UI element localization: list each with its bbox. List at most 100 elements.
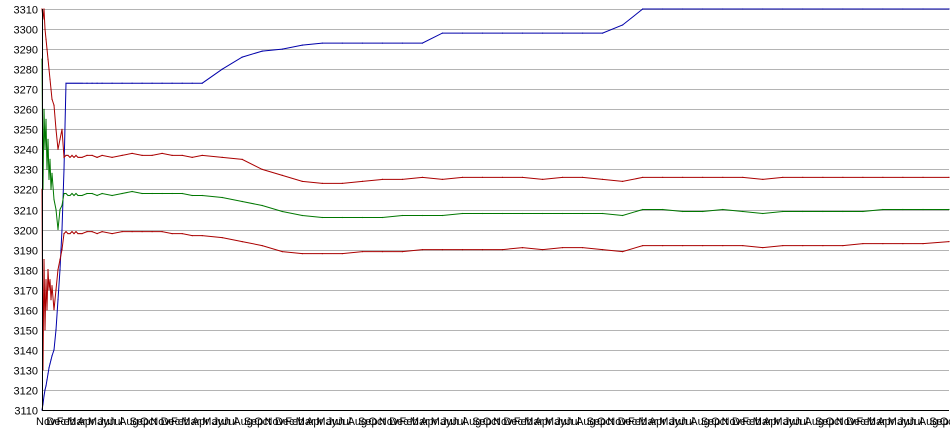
data-point-s2-58 bbox=[582, 212, 584, 215]
data-point-s1-4 bbox=[45, 38, 47, 40]
x-tick-label: Nov bbox=[265, 416, 285, 428]
data-point-s3-55 bbox=[521, 247, 524, 249]
data-point-s0-25 bbox=[81, 82, 83, 84]
data-point-s0-63 bbox=[682, 8, 684, 10]
data-point-s2-23 bbox=[77, 194, 79, 197]
x-tick-label: Mar bbox=[867, 416, 886, 428]
data-point-s2-64 bbox=[702, 210, 704, 213]
y-tick-label: 3170 bbox=[14, 286, 38, 298]
data-point-s2-57 bbox=[562, 212, 564, 215]
data-point-s3-32 bbox=[131, 231, 133, 233]
data-point-s2-63 bbox=[682, 210, 684, 213]
data-point-s2-32 bbox=[131, 190, 133, 193]
series-layer bbox=[41, 8, 950, 411]
data-point-s2-18 bbox=[67, 194, 69, 197]
data-point-s3-35 bbox=[161, 231, 163, 233]
series-line-3 bbox=[41, 189, 950, 370]
y-tick-label: 3310 bbox=[14, 5, 38, 17]
data-point-s0-35 bbox=[161, 82, 163, 84]
data-point-s2-8 bbox=[49, 158, 51, 160]
y-tick-label: 3280 bbox=[14, 65, 38, 77]
data-point-s2-74 bbox=[902, 208, 904, 211]
x-tick-label: May bbox=[431, 416, 452, 428]
data-point-s0-12 bbox=[55, 329, 57, 331]
data-point-s1-63 bbox=[682, 176, 684, 178]
data-point-s2-27 bbox=[91, 192, 93, 195]
data-point-s3-4 bbox=[45, 279, 47, 281]
data-point-s1-46 bbox=[341, 182, 343, 184]
data-point-s2-28 bbox=[96, 194, 98, 197]
data-point-s2-76 bbox=[948, 208, 950, 211]
data-point-s1-60 bbox=[622, 180, 624, 182]
data-point-s2-69 bbox=[802, 210, 804, 213]
x-tick-label: May bbox=[316, 416, 337, 428]
data-point-s1-40 bbox=[221, 156, 223, 158]
y-tick-label: 3110 bbox=[14, 406, 38, 418]
data-point-s2-22 bbox=[75, 192, 77, 195]
x-tick-label: May bbox=[545, 416, 566, 428]
data-point-s3-38 bbox=[191, 235, 193, 237]
data-point-s2-33 bbox=[141, 192, 143, 195]
x-tick-label: Jun bbox=[213, 416, 231, 428]
data-point-s0-52 bbox=[461, 32, 464, 34]
data-point-s1-56 bbox=[542, 178, 544, 180]
x-tick-label: Apr bbox=[649, 416, 666, 428]
x-tick-label: Mar bbox=[296, 416, 315, 428]
data-point-s1-21 bbox=[73, 156, 75, 158]
x-tick-label: Dec bbox=[161, 416, 181, 428]
x-tick-label: Dec bbox=[46, 416, 66, 428]
data-point-s1-59 bbox=[602, 178, 604, 180]
data-point-s3-76 bbox=[948, 241, 950, 243]
data-point-s2-47 bbox=[361, 216, 363, 219]
y-tick-label: 3120 bbox=[14, 386, 38, 398]
data-point-s3-69 bbox=[802, 245, 804, 247]
data-point-s3-64 bbox=[702, 245, 704, 247]
x-tick-label: Dec bbox=[503, 416, 523, 428]
x-tick-label: Feb bbox=[628, 416, 647, 428]
data-point-s2-68 bbox=[782, 210, 784, 213]
data-point-s1-8 bbox=[49, 78, 51, 80]
data-point-s3-60 bbox=[622, 251, 624, 253]
data-point-s0-7 bbox=[48, 367, 50, 369]
data-point-s2-34 bbox=[151, 192, 153, 195]
data-point-s0-60 bbox=[622, 24, 624, 26]
data-point-s0-70 bbox=[822, 8, 824, 10]
x-tick-label: Sep bbox=[358, 416, 378, 428]
data-point-s3-22 bbox=[75, 231, 77, 233]
data-point-s3-66 bbox=[742, 245, 744, 247]
x-tick-label: Jul bbox=[109, 416, 123, 428]
data-point-s2-59 bbox=[602, 212, 604, 215]
x-tick-label: Oct bbox=[140, 416, 157, 428]
y-tick-label: 3270 bbox=[14, 85, 38, 97]
data-point-s2-41 bbox=[241, 200, 243, 203]
data-point-s1-53 bbox=[481, 176, 484, 178]
data-point-s1-48 bbox=[381, 178, 383, 180]
data-point-s2-44 bbox=[301, 214, 303, 217]
data-point-s2-3 bbox=[44, 148, 46, 150]
data-point-s1-74 bbox=[902, 176, 904, 178]
data-point-s2-56 bbox=[542, 212, 544, 215]
x-tick-label: Sep bbox=[472, 416, 492, 428]
data-point-s3-47 bbox=[361, 251, 363, 253]
data-point-s0-15 bbox=[61, 228, 63, 231]
data-point-s0-33 bbox=[141, 82, 143, 84]
data-point-s2-2 bbox=[43, 108, 45, 110]
data-point-s0-30 bbox=[111, 82, 113, 84]
data-point-s0-13 bbox=[57, 299, 59, 301]
data-point-s3-71 bbox=[842, 245, 844, 247]
data-point-s2-62 bbox=[662, 208, 664, 211]
data-point-s0-20 bbox=[71, 82, 73, 84]
data-point-s0-47 bbox=[361, 42, 363, 44]
data-point-s0-9 bbox=[50, 359, 52, 361]
data-point-s3-14 bbox=[59, 259, 61, 261]
data-point-s0-75 bbox=[922, 8, 924, 10]
data-point-s1-33 bbox=[141, 154, 143, 156]
data-point-s2-54 bbox=[501, 212, 504, 215]
data-point-s1-10 bbox=[51, 98, 53, 100]
data-point-s3-12 bbox=[55, 289, 57, 291]
data-point-s3-74 bbox=[902, 243, 904, 245]
series-line-2 bbox=[41, 59, 949, 230]
data-point-s1-52 bbox=[461, 176, 464, 178]
y-tick-label: 3150 bbox=[14, 326, 38, 338]
